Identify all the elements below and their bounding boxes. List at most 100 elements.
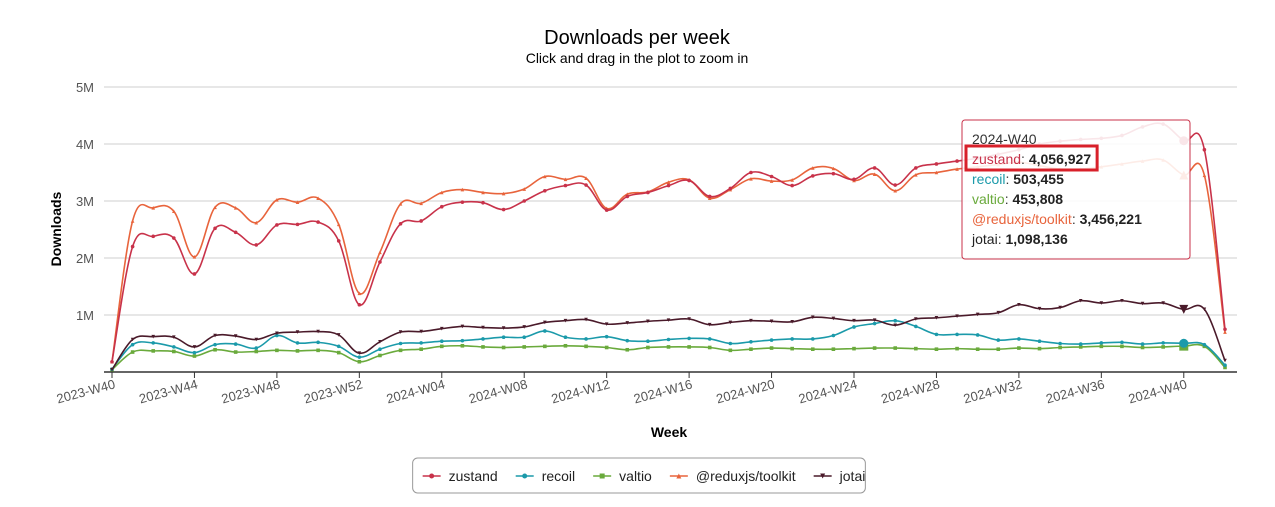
data-point	[563, 318, 568, 323]
data-point	[501, 345, 506, 350]
data-point	[625, 194, 630, 199]
legend-item-jotai[interactable]: jotai	[813, 468, 866, 484]
data-point	[810, 166, 815, 170]
data-point	[233, 350, 238, 354]
x-tick-label: 2024-W24	[797, 376, 859, 406]
data-point	[1078, 298, 1083, 303]
x-axis-ticks: 2023-W40 2023-W44 2023-W48 2023-W52 2024-W04…	[55, 372, 1189, 406]
data-point	[852, 318, 856, 323]
data-point	[398, 348, 403, 353]
data-point	[1202, 147, 1207, 152]
legend-item-recoil[interactable]: recoil	[515, 468, 575, 484]
series-valtio[interactable]	[110, 341, 1227, 372]
tooltip-row: jotai: 1,098,136	[971, 231, 1068, 247]
legend-item-reduxjs-toolkit[interactable]: @reduxjs/toolkit	[669, 468, 796, 484]
data-point	[975, 333, 980, 337]
data-point	[955, 167, 959, 171]
data-point	[584, 183, 588, 187]
data-point	[275, 223, 279, 227]
data-point	[1058, 305, 1062, 310]
data-point	[893, 183, 898, 187]
tooltip-separator: :	[1021, 151, 1029, 167]
data-point	[728, 341, 733, 346]
data-point	[584, 176, 588, 180]
series-recoil[interactable]	[110, 318, 1227, 371]
legend-label: valtio	[619, 468, 652, 484]
y-axis-title: Downloads	[48, 191, 64, 266]
data-point	[398, 330, 403, 334]
data-point	[501, 326, 506, 330]
data-point	[831, 171, 836, 176]
data-point	[852, 346, 856, 351]
data-point	[481, 325, 485, 330]
data-point	[439, 326, 444, 331]
data-point	[687, 317, 691, 321]
data-point	[357, 302, 362, 307]
data-point	[1223, 365, 1227, 370]
data-point	[604, 208, 609, 212]
data-point	[254, 349, 259, 354]
data-point	[666, 180, 671, 184]
data-point	[398, 222, 403, 226]
data-point	[893, 323, 898, 328]
data-point	[481, 345, 485, 349]
data-point	[336, 333, 341, 337]
tooltip-row: @reduxjs/toolkit: 3,456,221	[972, 211, 1142, 227]
data-point	[1140, 301, 1145, 306]
series-jotai[interactable]	[110, 298, 1227, 372]
data-point	[790, 346, 794, 351]
data-point	[955, 159, 959, 163]
x-tick-label: 2024-W12	[550, 376, 612, 406]
data-point	[1223, 358, 1227, 363]
data-point	[790, 337, 794, 341]
data-point	[543, 320, 547, 325]
legend-label: recoil	[542, 468, 575, 484]
data-point	[233, 230, 238, 235]
data-point	[1161, 341, 1165, 345]
data-point	[604, 345, 609, 350]
tooltip-value: 1,098,136	[1005, 231, 1067, 247]
data-point	[275, 348, 279, 353]
data-point	[151, 334, 156, 339]
data-point	[893, 188, 898, 193]
data-point	[357, 291, 362, 296]
data-point	[563, 183, 568, 188]
data-point	[316, 340, 320, 345]
data-point	[213, 205, 217, 210]
data-point	[1120, 298, 1124, 303]
data-point	[728, 186, 733, 191]
data-point	[130, 342, 135, 347]
legend[interactable]: zustand recoil valtio @reduxjs/toolkit jotai	[412, 457, 866, 494]
y-tick-label: 1M	[76, 308, 94, 323]
data-point	[357, 359, 362, 364]
data-point	[543, 188, 547, 193]
data-point	[316, 348, 320, 353]
series-line[interactable]	[111, 319, 1226, 370]
legend-item-zustand[interactable]: zustand	[422, 468, 498, 484]
data-point	[625, 347, 630, 352]
data-point	[1099, 344, 1104, 349]
data-point	[831, 316, 836, 321]
data-point	[481, 200, 485, 205]
data-point	[172, 349, 176, 354]
data-point	[419, 201, 423, 206]
data-point	[914, 166, 918, 170]
data-point	[316, 220, 320, 224]
data-point	[831, 166, 836, 171]
legend-item-valtio[interactable]: valtio	[593, 468, 652, 484]
tooltip-separator: :	[1005, 171, 1013, 187]
data-point	[336, 239, 341, 243]
data-point	[955, 332, 959, 337]
data-point	[378, 260, 382, 264]
data-point	[996, 347, 1001, 351]
x-tick-label: 2024-W20	[715, 376, 777, 406]
data-point	[1202, 342, 1207, 347]
data-point	[728, 348, 733, 353]
data-point	[130, 350, 135, 354]
tooltip-series-name: valtio	[972, 191, 1005, 207]
data-point	[1078, 342, 1083, 346]
data-point	[934, 162, 939, 166]
data-point	[1037, 339, 1042, 344]
data-point	[975, 347, 980, 351]
